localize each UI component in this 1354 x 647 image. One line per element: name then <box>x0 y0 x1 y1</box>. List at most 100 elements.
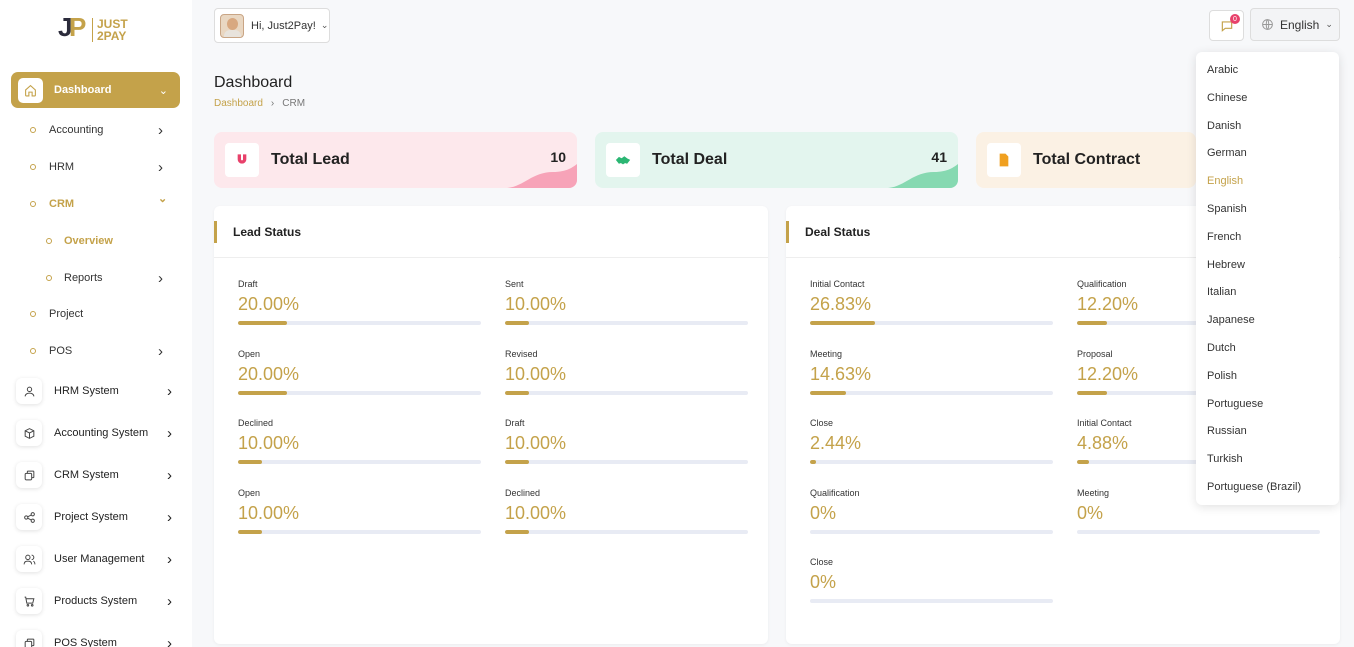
progress-bar <box>505 460 748 464</box>
sidebar-item-label: HRM System <box>54 385 119 397</box>
language-option[interactable]: German <box>1207 147 1247 160</box>
sidebar-item-label: Dashboard <box>54 84 112 96</box>
stat-value: 10 <box>550 149 566 165</box>
wave-decoration-icon <box>505 164 577 188</box>
sidebar-item-project-system[interactable]: Project System › <box>16 504 180 530</box>
chevron-down-icon: ⌄ <box>158 193 168 205</box>
language-option[interactable]: Portuguese (Brazil) <box>1207 481 1302 493</box>
language-option[interactable]: Russian <box>1207 425 1247 438</box>
progress-bar <box>810 321 1053 325</box>
sidebar-item-reports[interactable]: Reports › <box>0 268 192 288</box>
brand-line1: JUST <box>97 17 128 31</box>
progress-bar <box>505 529 748 534</box>
bullet-icon <box>30 164 36 170</box>
sidebar-item-pos[interactable]: POS › <box>0 341 192 361</box>
bullet-icon <box>30 348 36 354</box>
page-title: Dashboard <box>214 74 293 91</box>
metric-value: 20.00% <box>238 363 300 384</box>
language-label: English <box>1280 17 1320 32</box>
progress-fill <box>238 460 263 464</box>
stat-card-total-lead[interactable]: Total Lead 10 <box>214 132 577 188</box>
progress-fill <box>1077 321 1107 325</box>
sidebar-item-hrm-system[interactable]: HRM System › <box>16 378 180 404</box>
users-icon <box>16 546 42 572</box>
status-metric: Qualification 0% <box>810 488 1053 534</box>
language-option[interactable]: Arabic <box>1207 64 1239 76</box>
chevron-right-icon: › <box>158 121 163 139</box>
chevron-down-icon: ⌄ <box>320 20 329 30</box>
breadcrumb-home[interactable]: Dashboard <box>214 98 263 109</box>
sidebar-item-label: Project System <box>54 511 128 523</box>
avatar <box>220 13 244 38</box>
metric-label: Close <box>810 418 834 428</box>
progress-bar <box>505 390 748 395</box>
stat-value: 41 <box>931 149 947 165</box>
language-option[interactable]: Spanish <box>1207 203 1247 215</box>
user-icon <box>16 378 42 404</box>
status-metric: Meeting 0% <box>1077 488 1320 534</box>
language-option[interactable]: Chinese <box>1207 91 1248 104</box>
sidebar-item-accounting[interactable]: Accounting › <box>0 120 192 140</box>
magnet-icon <box>225 143 259 177</box>
user-menu-button[interactable]: Hi, Just2Pay! ⌄ <box>214 8 330 43</box>
chevron-down-icon: ⌄ <box>158 84 168 97</box>
sidebar-item-user-management[interactable]: User Management › <box>16 546 180 572</box>
language-option[interactable]: Dutch <box>1207 342 1236 354</box>
language-selector[interactable]: English ⌄ <box>1250 8 1340 41</box>
progress-fill <box>810 321 876 325</box>
sidebar-item-hrm[interactable]: HRM › <box>0 157 192 177</box>
cart-icon <box>16 588 42 614</box>
status-metric: Declined 10.00% <box>505 488 748 534</box>
language-option[interactable]: French <box>1207 230 1242 243</box>
sidebar-item-label: Reports <box>64 272 103 284</box>
status-metric: Initial Contact 26.83% <box>810 279 1053 325</box>
language-option[interactable]: Polish <box>1207 369 1237 382</box>
status-metric: Open 10.00% <box>238 488 481 534</box>
sidebar-item-accounting-system[interactable]: Accounting System › <box>16 420 180 446</box>
document-icon <box>987 143 1021 177</box>
panel-title: Lead Status <box>233 225 302 239</box>
notification-button[interactable]: 0 <box>1209 10 1244 41</box>
breadcrumb-separator-icon: › <box>270 98 275 109</box>
sidebar-item-label: Products System <box>54 595 138 607</box>
language-option[interactable]: Turkish <box>1207 453 1243 466</box>
language-option[interactable]: Italian <box>1207 286 1237 299</box>
progress-fill <box>505 390 530 395</box>
language-option[interactable]: Danish <box>1207 119 1242 132</box>
metric-label: Initial Contact <box>810 279 865 289</box>
progress-fill <box>810 390 846 395</box>
progress-fill <box>238 390 287 395</box>
bullet-icon <box>30 311 36 317</box>
language-option[interactable]: English <box>1207 175 1244 188</box>
bullet-icon <box>30 127 36 133</box>
sidebar-item-crm-system[interactable]: CRM System › <box>16 462 180 488</box>
metric-value: 10.00% <box>238 502 300 523</box>
sidebar-item-products-system[interactable]: Products System › <box>16 588 180 614</box>
sidebar-item-project[interactable]: Project <box>0 304 192 324</box>
sidebar-item-crm[interactable]: CRM ⌄ <box>0 193 192 214</box>
bullet-icon <box>46 275 52 281</box>
wave-decoration-icon <box>886 164 958 188</box>
progress-bar <box>505 321 748 325</box>
language-option[interactable]: Portuguese <box>1207 397 1264 410</box>
chevron-right-icon: › <box>167 550 172 568</box>
language-option[interactable]: Japanese <box>1207 314 1255 327</box>
metric-label: Revised <box>505 348 538 359</box>
metric-label: Meeting <box>810 348 843 359</box>
handshake-icon <box>606 143 640 177</box>
sidebar-item-pos-system[interactable]: POS System › <box>16 630 180 647</box>
sidebar-item-label: HRM <box>49 161 75 173</box>
sidebar-item-dashboard[interactable]: Dashboard ⌄ <box>11 72 180 108</box>
metric-value: 10.00% <box>505 502 567 523</box>
stat-card-total-contract[interactable]: Total Contract <box>976 132 1196 188</box>
language-option[interactable]: Hebrew <box>1207 258 1245 271</box>
breadcrumb: Dashboard › CRM <box>214 98 305 109</box>
status-metric: Sent 10.00% <box>505 279 748 325</box>
metric-label: Qualification <box>810 487 860 498</box>
metric-value: 10.00% <box>238 433 300 453</box>
sidebar-item-label: POS System <box>54 637 117 647</box>
sidebar-item-overview[interactable]: Overview <box>0 231 192 251</box>
stat-card-total-deal[interactable]: Total Deal 41 <box>595 132 958 188</box>
